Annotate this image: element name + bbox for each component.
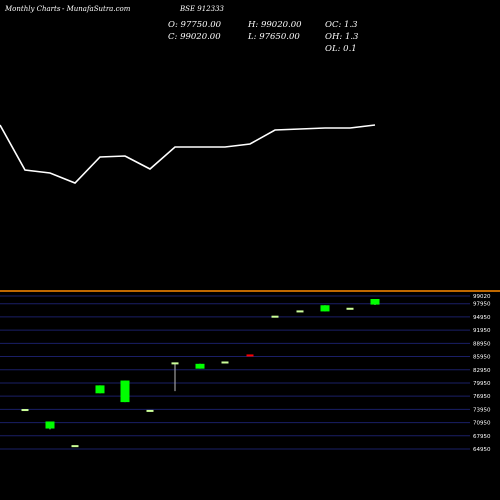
brand-label: Monthly Charts (5, 5, 61, 13)
candle-body (246, 354, 254, 357)
price-line (0, 124, 376, 184)
oh-value: OH: 1.3 (325, 32, 359, 42)
low-value: L: 97650.00 (248, 32, 300, 42)
candles (21, 299, 380, 448)
y-tick-label: 99020 (473, 294, 491, 300)
y-tick-label: 76950 (473, 394, 491, 400)
y-tick-labels: 99020 97950 94950 91950 88950 85950 82950 79950… (473, 294, 491, 453)
candle-body (171, 362, 179, 365)
candle-body (221, 361, 229, 364)
candle-body (120, 380, 130, 403)
candle-body (320, 305, 330, 312)
candle-body (71, 445, 79, 448)
symbol-label: BSE 912333 (180, 5, 224, 13)
y-tick-label: 97950 (473, 302, 491, 308)
y-tick-label: 79950 (473, 381, 491, 387)
y-tick-label: 73950 (473, 407, 491, 413)
y-tick-label: 91950 (473, 328, 491, 334)
candle-body (296, 310, 304, 313)
y-tick-label: 88950 (473, 341, 491, 347)
open-value: O: 97750.00 (168, 20, 222, 30)
candle-body (271, 315, 279, 318)
candle-body (195, 363, 205, 369)
candle-body (370, 299, 380, 305)
y-tick-label: 67950 (473, 434, 491, 440)
y-tick-label: 70950 (473, 421, 491, 427)
site-label: - MunafaSutra.com (62, 5, 131, 13)
candle-body (95, 385, 105, 394)
oc-value: OC: 1.3 (325, 20, 358, 30)
y-tick-label: 94950 (473, 315, 491, 321)
y-tick-label: 64950 (473, 447, 491, 453)
close-value: C: 99020.00 (168, 32, 221, 42)
candle-body (45, 421, 55, 429)
candle-body (146, 409, 154, 412)
grid-lines (0, 295, 470, 450)
ol-value: OL: 0.1 (325, 44, 357, 54)
high-value: H: 99020.00 (248, 20, 302, 30)
y-tick-label: 82950 (473, 368, 491, 374)
y-tick-label: 85950 (473, 355, 491, 361)
candle-body (346, 307, 354, 310)
candle-body (21, 409, 29, 412)
